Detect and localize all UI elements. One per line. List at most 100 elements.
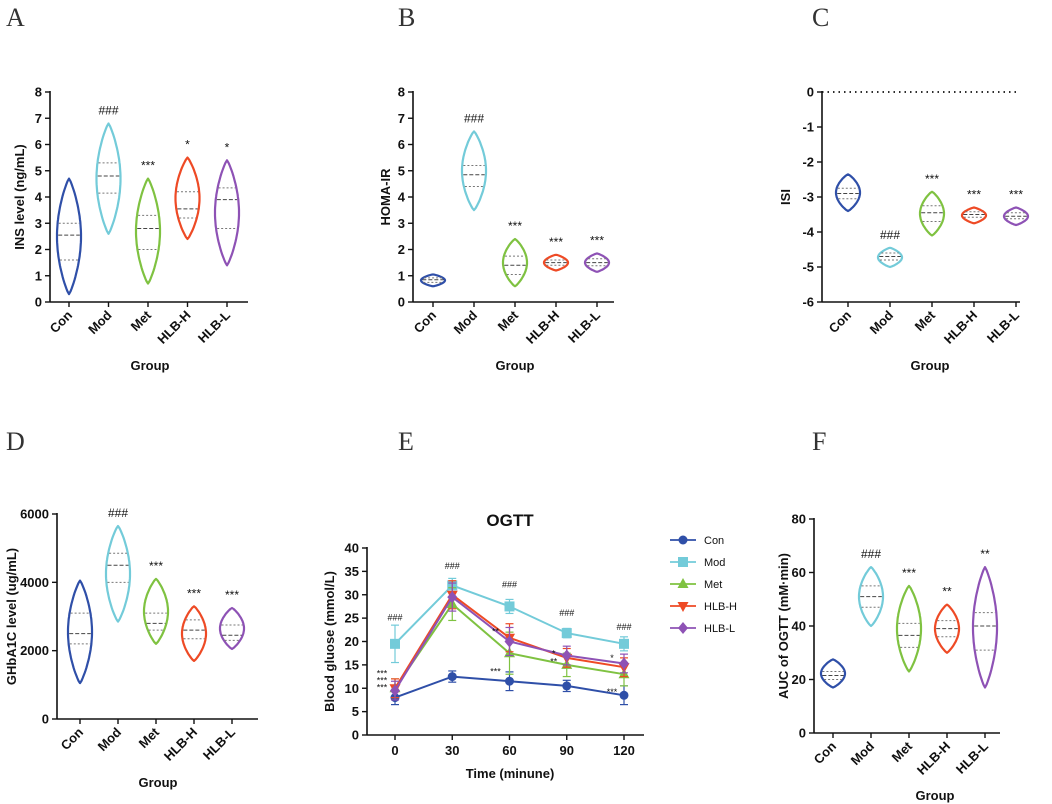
x-category-label: Con	[47, 307, 76, 336]
x-axis-title: Group	[496, 358, 535, 373]
significance-label: ###	[464, 111, 484, 125]
violin-HLB-H	[174, 156, 201, 241]
y-axis-E: 0 5 10 15 20 25 30 35 40 Blood gluose (mmol/L)	[322, 541, 368, 743]
y-tick-label: 5	[35, 163, 42, 178]
y-axis-A: 0 1 2 3 4 5 6 7 8 INS level (ng/mL)	[12, 85, 51, 310]
y-tick-label: 15	[345, 657, 359, 672]
x-category-label: HLB-H	[154, 308, 193, 347]
y-tick-label: 7	[35, 111, 42, 126]
data-point-Con	[619, 690, 629, 700]
legend-marker-HLB-H	[677, 602, 689, 612]
x-category-label: HLB-L	[200, 724, 238, 762]
star-annotation: ***	[377, 683, 388, 693]
y-axis-title: Blood gluose (mmol/L)	[322, 571, 337, 712]
violin-HLB-H	[180, 605, 208, 662]
star-annotation: ***	[490, 666, 501, 676]
violin-Con	[819, 658, 847, 689]
y-tick-label: 6	[35, 137, 42, 152]
violin-HLB-L	[218, 606, 246, 651]
y-tick-label: 2	[35, 242, 42, 257]
series-HLB-L	[390, 582, 629, 701]
y-tick-label: 0	[799, 726, 806, 741]
hash-annotation: ###	[559, 608, 574, 618]
data-point-HLB-L	[447, 591, 458, 604]
hash-annotation: ###	[616, 622, 631, 632]
x-category-label: Con	[411, 307, 440, 336]
panel-letter-f: F	[812, 427, 826, 456]
x-category-label: Mod	[848, 738, 878, 768]
violin-HLB-L	[971, 566, 999, 689]
star-annotation: **	[492, 626, 500, 636]
violin-Met	[142, 577, 170, 645]
violin-Con	[66, 579, 94, 685]
violin-Con	[419, 273, 447, 288]
violin-Mod	[857, 566, 885, 628]
y-axis-title: HOMA-IR	[378, 168, 393, 226]
panel-B: Con ### Mod *** Met *** HLB-H *** HLB-L Group	[411, 111, 614, 373]
significance-label: ***	[549, 235, 563, 249]
data-point-Mod	[561, 628, 572, 639]
x-category-label: HLB-H	[914, 739, 953, 778]
violin-Con	[834, 173, 862, 213]
panel-letter-e: E	[398, 427, 414, 456]
y-axis-F: 0 20 40 60 80 AUC of OGTT (mM·min)	[776, 512, 815, 741]
legend-label-Con: Con	[704, 535, 724, 547]
significance-label: **	[942, 585, 952, 599]
data-point-Mod	[619, 638, 629, 649]
x-category-label: Con	[811, 738, 840, 767]
x-category-label: Con	[826, 307, 855, 336]
y-tick-label: 4000	[20, 575, 49, 590]
panel-F: Con ### Mod *** Met ** HLB-H ** HLB-L Group	[811, 547, 1000, 803]
panel-C: Con ### Mod *** Met *** HLB-H *** HLB-L Group	[822, 91, 1030, 373]
y-tick-label: 3	[35, 216, 42, 231]
y-axis-title: AUC of OGTT (mM·min)	[776, 553, 791, 699]
series-Con	[390, 670, 629, 706]
violin-Mod	[95, 122, 122, 235]
significance-label: ***	[508, 219, 522, 233]
data-point-HLB-L	[619, 657, 629, 670]
panel-letter-a: A	[6, 3, 25, 32]
legend-label-HLB-H: HLB-H	[704, 601, 737, 613]
significance-label: ***	[967, 188, 981, 202]
y-tick-label: 35	[345, 564, 359, 579]
hash-annotation: ###	[502, 580, 517, 590]
x-category-label: Mod	[451, 307, 481, 337]
y-tick-label: 20	[345, 634, 359, 649]
x-category-label: Met	[136, 724, 163, 751]
x-tick-label: 30	[445, 743, 459, 758]
x-category-label: HLB-L	[565, 307, 603, 345]
x-category-label: Met	[128, 307, 155, 334]
y-tick-label: 7	[398, 111, 405, 126]
legend-marker-Met	[677, 578, 689, 588]
y-tick-label: 0	[807, 85, 814, 100]
hash-annotation: ###	[387, 612, 402, 622]
star-annotation: *	[552, 648, 556, 658]
x-axis-title: Group	[139, 775, 178, 790]
x-category-label: Met	[912, 307, 939, 334]
violin-HLB-L	[1002, 206, 1030, 227]
legend-label-Met: Met	[704, 579, 722, 591]
y-tick-label: 4	[35, 190, 43, 205]
violin-Met	[918, 190, 946, 237]
star-annotation: ***	[377, 676, 388, 686]
x-category-label: HLB-H	[523, 308, 562, 347]
y-tick-label: 25	[345, 611, 359, 626]
y-tick-label: 0	[42, 712, 49, 727]
x-category-label: HLB-L	[984, 307, 1022, 345]
legend-marker-Con	[678, 535, 688, 545]
significance-label: ***	[141, 159, 155, 173]
significance-label: ###	[108, 506, 128, 520]
y-axis-title: INS level (ng/mL)	[12, 144, 27, 249]
y-tick-label: 6000	[20, 507, 49, 522]
y-tick-label: -3	[802, 190, 814, 205]
violin-Mod	[460, 130, 488, 212]
star-annotation: **	[550, 656, 558, 666]
significance-label: ***	[1009, 188, 1023, 202]
y-tick-label: 0	[398, 295, 405, 310]
x-tick-label: 0	[391, 743, 398, 758]
x-category-label: Mod	[85, 307, 115, 337]
violin-HLB-L	[583, 252, 611, 273]
x-category-label: HLB-L	[195, 307, 233, 345]
y-tick-label: 8	[35, 85, 42, 100]
